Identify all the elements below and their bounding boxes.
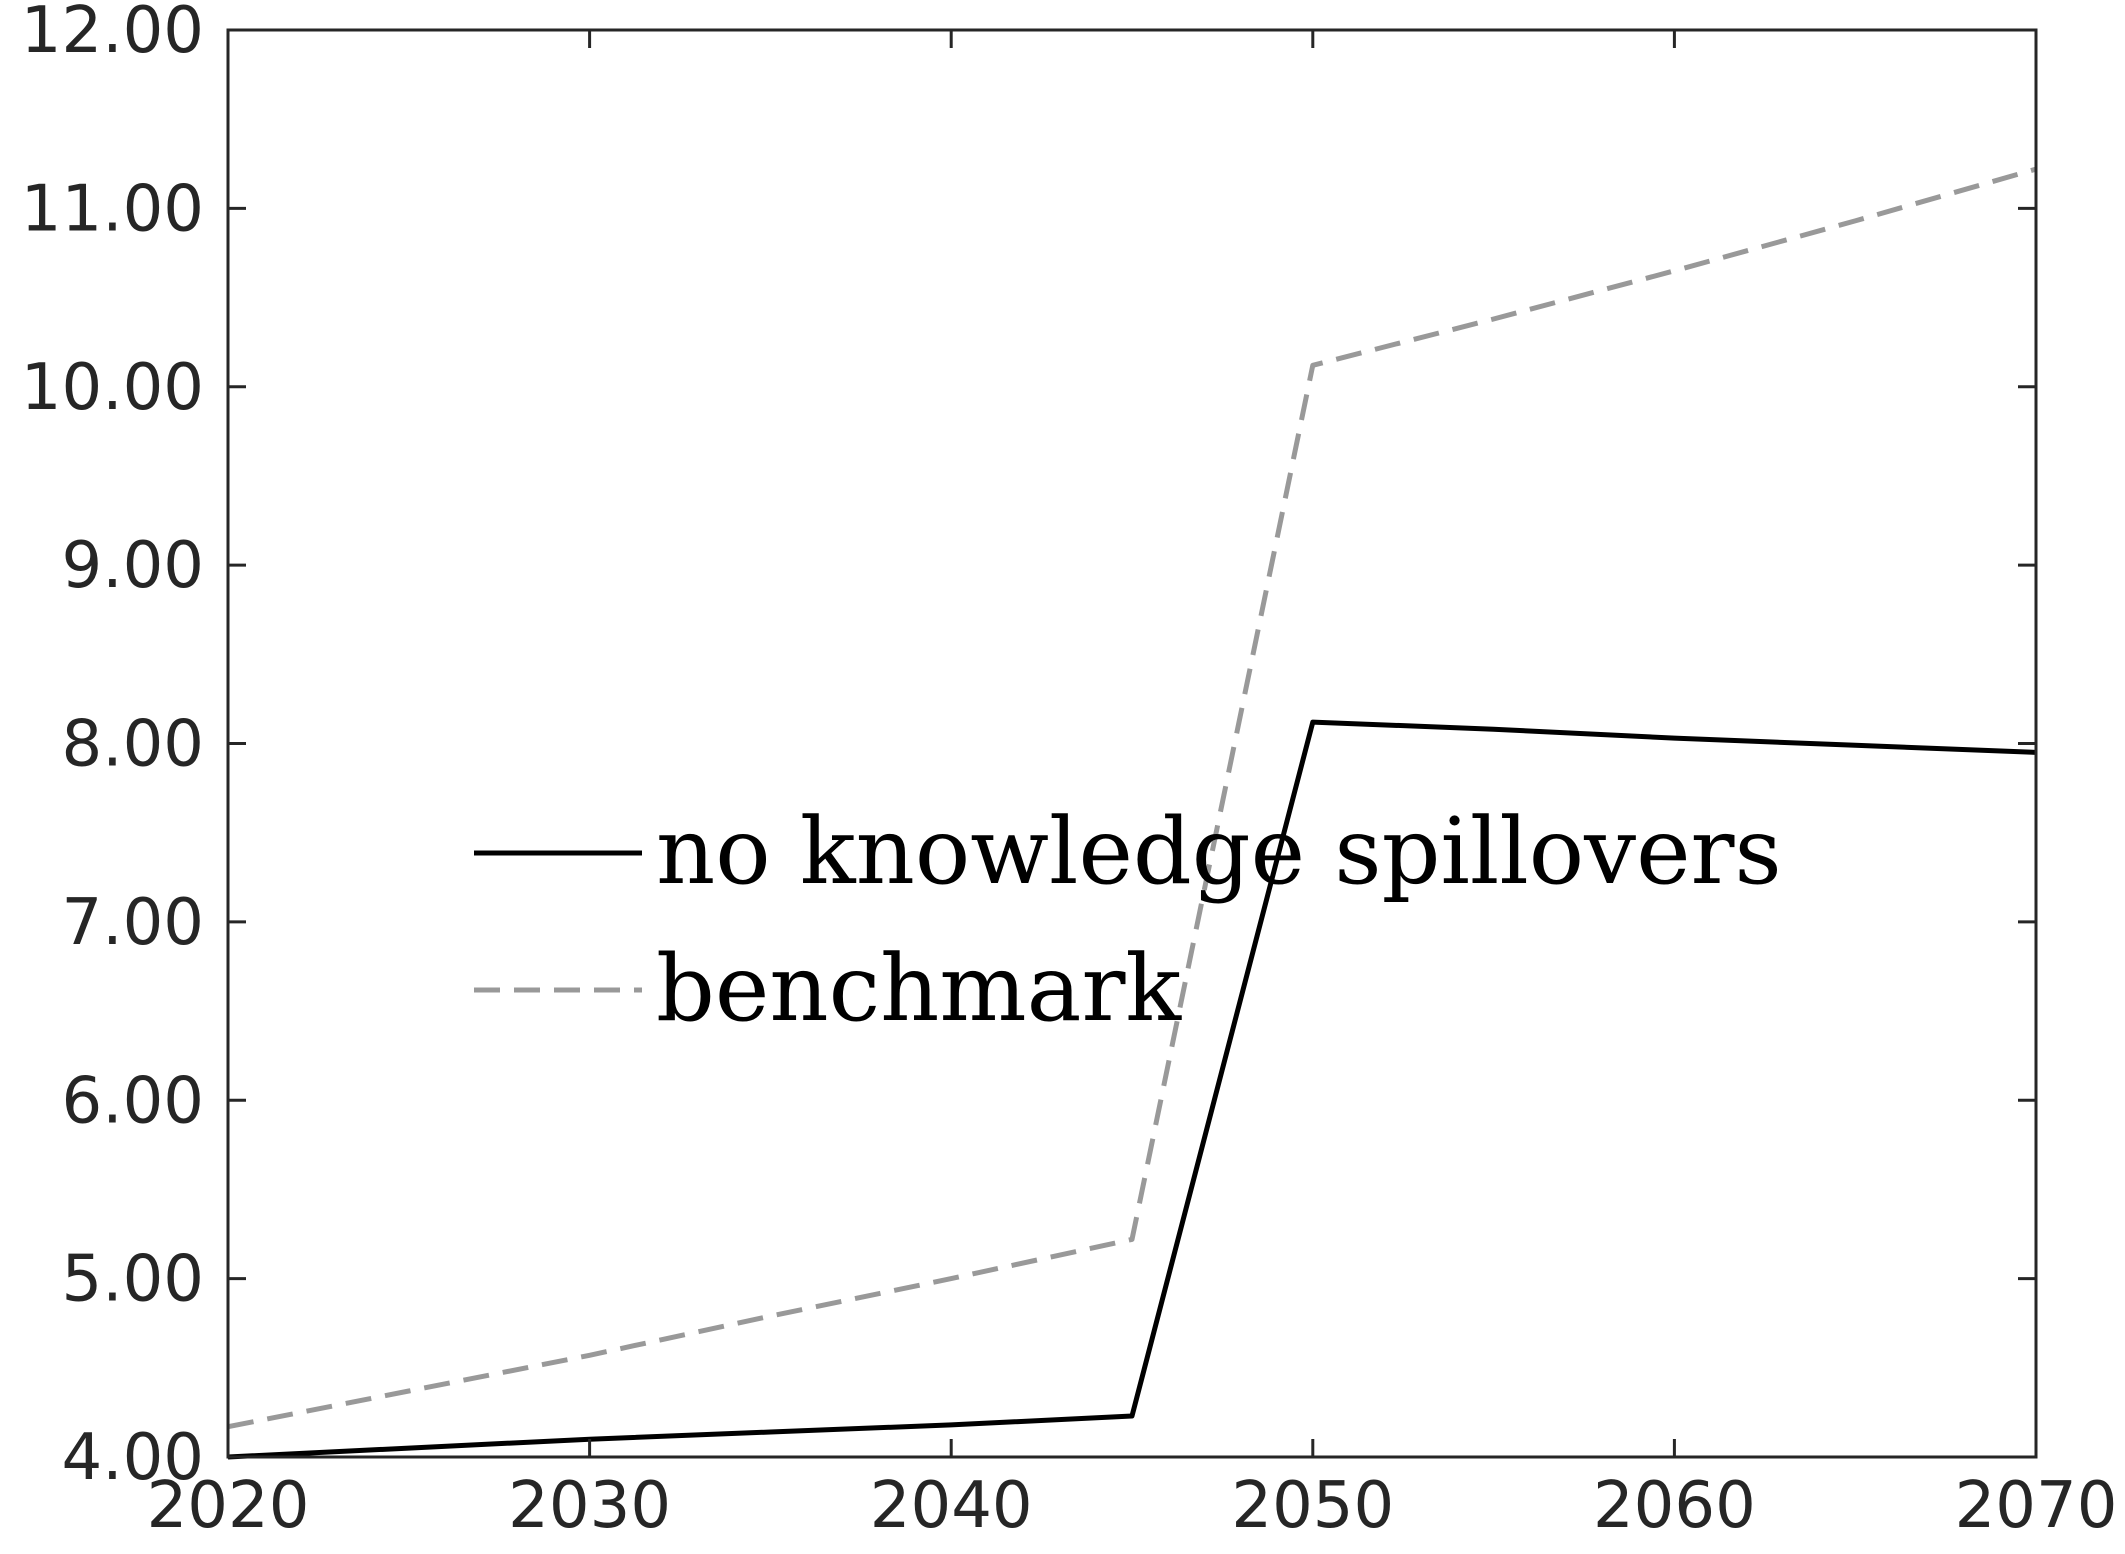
x-axis: 2020 2030 2040 2050 2060 2070 (147, 30, 2118, 1543)
y-tick-label: 5.00 (62, 1243, 205, 1317)
x-tick-label: 2070 (1955, 1469, 2118, 1543)
legend: no knowledge spillovers benchmark (474, 798, 1782, 1042)
x-tick-label: 2050 (1231, 1469, 1394, 1543)
legend-label-benchmark: benchmark (656, 935, 1182, 1042)
x-tick-label: 2020 (147, 1469, 310, 1543)
y-tick-label: 6.00 (62, 1064, 205, 1138)
y-tick-label: 12.00 (21, 0, 204, 68)
y-tick-label: 4.00 (62, 1421, 205, 1495)
y-axis: 4.00 5.00 6.00 7.00 8.00 9.00 10.00 11.00 12.00 (21, 0, 2036, 1495)
y-tick-label: 10.00 (21, 351, 204, 425)
legend-label-no-knowledge-spillovers: no knowledge spillovers (656, 798, 1782, 905)
y-tick-label: 7.00 (62, 886, 205, 960)
series-line-1 (227, 166, 2037, 1430)
x-tick-label: 2060 (1593, 1469, 1756, 1543)
series-line-0 (227, 719, 2037, 1460)
y-tick-label: 11.00 (21, 172, 204, 246)
x-tick-label: 2030 (508, 1469, 671, 1543)
y-tick-label: 8.00 (62, 708, 205, 782)
y-tick-label: 9.00 (62, 529, 205, 603)
plot-lines (227, 166, 2037, 1460)
x-tick-label: 2040 (870, 1469, 1033, 1543)
